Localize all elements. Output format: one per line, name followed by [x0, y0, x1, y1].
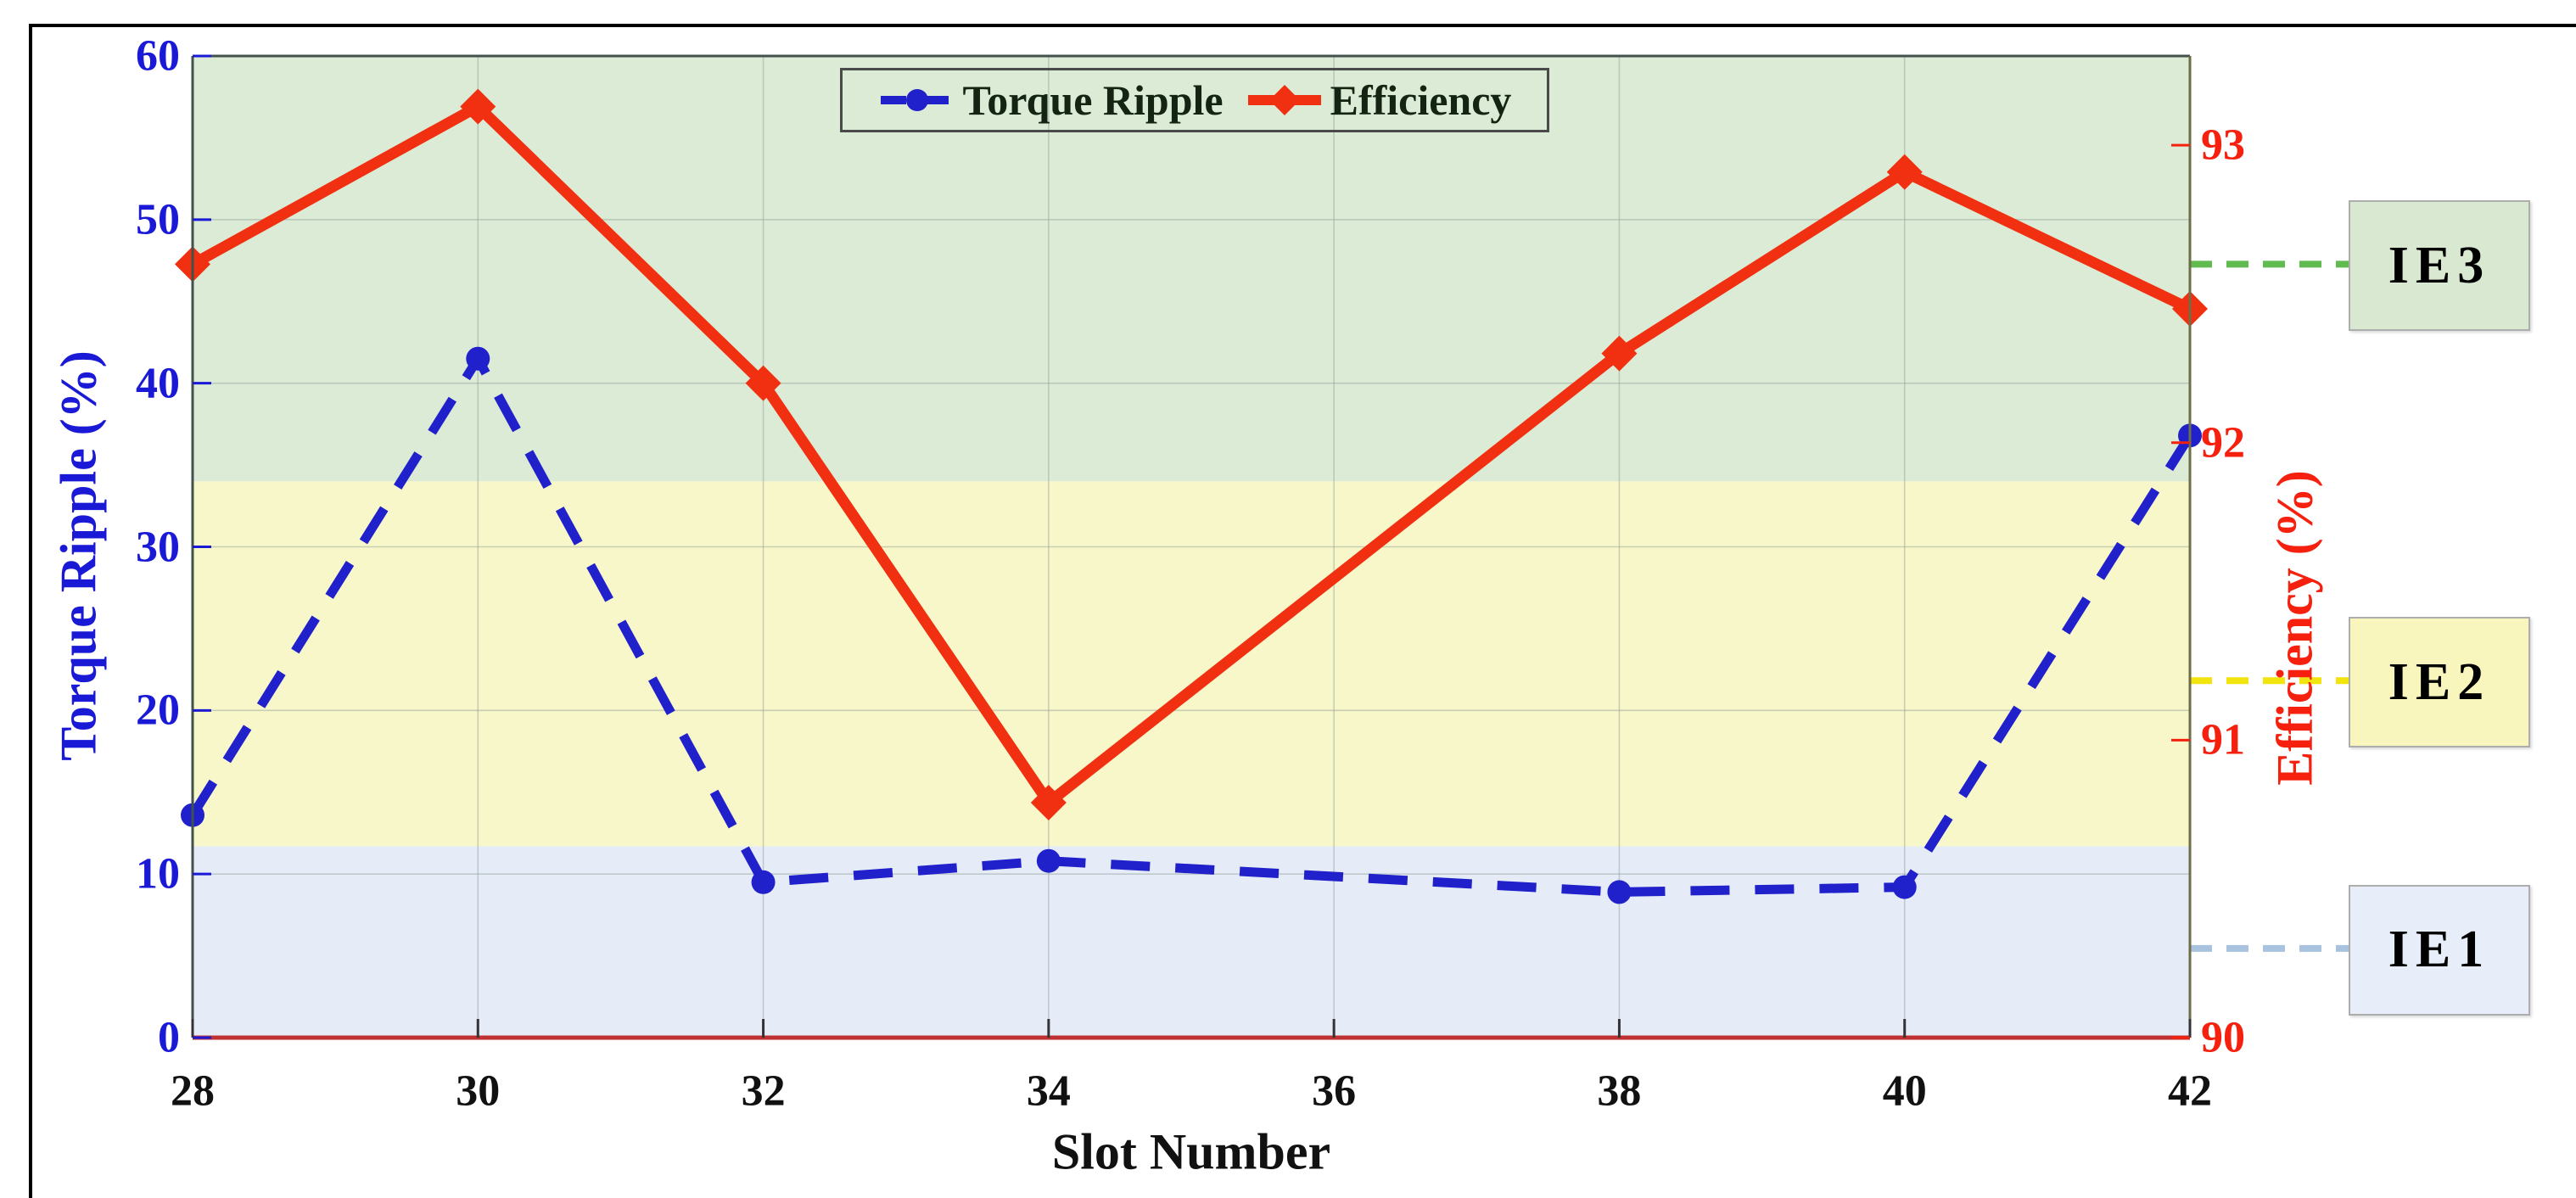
figure-border — [29, 24, 2576, 1198]
left-tick-label: 60 — [136, 31, 180, 81]
efficiency-line-marker-icon — [1247, 85, 1321, 115]
left-tick-label: 50 — [136, 195, 180, 244]
torque-ripple-point-marker — [1892, 875, 1917, 899]
legend-label: Torque Ripple — [962, 76, 1224, 124]
legend-item-efficiency: Efficiency — [1246, 76, 1512, 125]
legend-item-torque-ripple: Torque Ripple — [878, 76, 1224, 125]
torque-ripple-point-marker — [1607, 880, 1632, 904]
x-tick-label: 36 — [1312, 1066, 1357, 1116]
ie2-label-box: IE2 — [2349, 617, 2530, 748]
efficiency-point-marker — [460, 88, 496, 125]
x-tick-label: 38 — [1597, 1066, 1642, 1116]
torque-ripple-point-marker — [466, 346, 490, 371]
left-tick-label: 0 — [158, 1013, 180, 1062]
right-tick-label: 92 — [2201, 418, 2245, 467]
right-tick-label: 91 — [2201, 715, 2245, 764]
torque-ripple-point-marker — [1036, 848, 1061, 873]
x-tick-label: 32 — [741, 1066, 786, 1116]
left-axis-title: Torque Ripple (%) — [50, 350, 107, 761]
left-tick-label: 20 — [136, 686, 180, 735]
legend-label: Efficiency — [1330, 76, 1512, 124]
right-tick-label: 93 — [2201, 120, 2245, 170]
legend: Torque Ripple Efficiency — [840, 68, 1549, 132]
torque-ripple-point-marker — [751, 870, 776, 894]
efficiency-point-marker — [1030, 785, 1067, 821]
ie1-label-box: IE1 — [2349, 884, 2530, 1016]
left-tick-label: 10 — [136, 849, 180, 898]
band-ie3 — [193, 56, 2190, 482]
efficiency-point-marker — [1886, 154, 1923, 190]
x-tick-label: 40 — [1882, 1066, 1927, 1116]
torque-ripple-line-marker-icon — [880, 89, 954, 111]
left-tick-label: 30 — [136, 523, 180, 571]
band-ie2 — [193, 481, 2190, 847]
efficiency-point-marker — [1601, 335, 1638, 372]
x-tick-label: 42 — [2168, 1066, 2212, 1116]
x-axis-title: Slot Number — [1051, 1123, 1331, 1180]
right-tick-label: 90 — [2201, 1013, 2245, 1062]
x-tick-label: 28 — [171, 1066, 215, 1116]
x-tick-label: 30 — [456, 1066, 501, 1116]
x-tick-label: 34 — [1026, 1066, 1071, 1116]
efficiency-point-marker — [745, 365, 781, 401]
left-tick-label: 40 — [136, 359, 180, 408]
ie3-label-box: IE3 — [2349, 200, 2530, 332]
band-ie1 — [193, 846, 2190, 1038]
right-axis-title: Efficiency (%) — [2266, 470, 2323, 786]
